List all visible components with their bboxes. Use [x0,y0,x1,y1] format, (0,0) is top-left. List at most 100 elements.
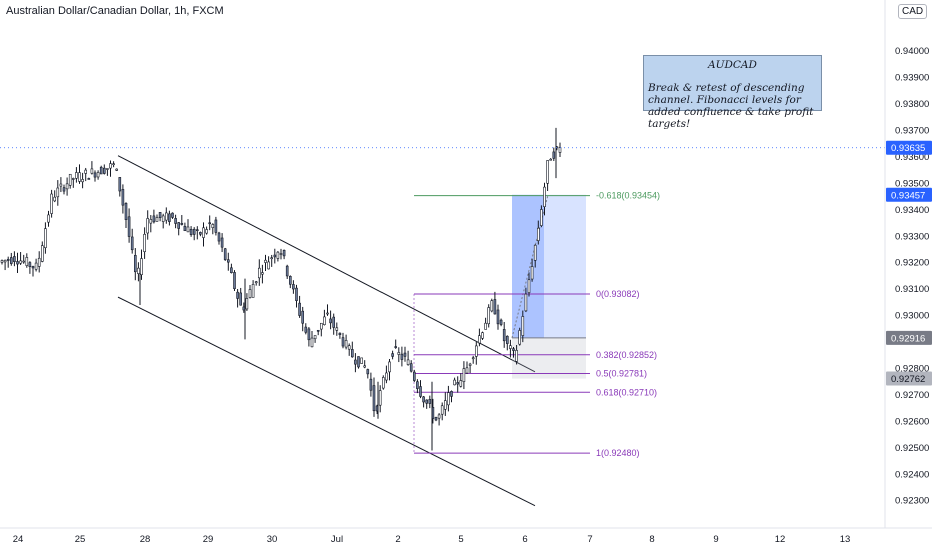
candle-body [149,219,153,224]
fib-level-label: 0.382(0.92852) [596,350,657,360]
candle-body [335,327,339,331]
candle-body [546,160,549,184]
candle-body [146,218,149,234]
candle-body [381,377,385,389]
candle-body [484,322,487,330]
candle-body [96,172,100,178]
candle-body [332,316,336,328]
price-axis[interactable]: 0.94000 0.93900 0.93800 0.93700 0.93600 0.935… [884,0,929,528]
candle-body [13,256,16,262]
price-tick-label: 0.93900 [895,73,929,84]
time-tick-label: 24 [13,534,24,545]
time-tick-label: 12 [775,534,786,545]
price-tick-label: 0.93400 [895,205,929,216]
candle-body [394,346,398,348]
candle-body [462,368,466,382]
price-tag-label: 0.93635 [891,143,925,154]
candle-body [47,214,50,223]
candle-body [459,380,463,387]
time-tick-label: 13 [840,534,851,545]
candle-body [397,352,401,355]
price-tick-label: 0.92800 [895,364,929,375]
price-tick-label: 0.93700 [895,126,929,137]
candle-body [521,316,525,336]
time-tick-label: 6 [522,534,527,545]
candle-body [391,353,394,357]
note-heading: AUDCAD [708,59,757,71]
candle-body [360,357,363,364]
candle-body [279,253,283,255]
candle-body [99,166,103,175]
candle-body [282,249,286,257]
time-tick-label: Jul [331,534,343,545]
fib-level-label: 0.618(0.92710) [596,387,657,397]
candle-body [251,284,255,298]
candle-body [217,232,221,242]
annotation-note[interactable]: AUDCAD Break & retest of descending chan… [643,55,822,130]
fibonacci-levels[interactable]: -0.618(0.93454) 0(0.93082) 0.382(0.92852) 0… [413,191,660,459]
candle-body [248,289,252,298]
time-tick-label: 7 [587,534,592,545]
time-tick-label: 5 [458,534,463,545]
candle-body [72,178,75,180]
candle-body [425,399,429,404]
price-tag-label: 0.92916 [891,333,925,344]
candle-body [443,400,447,410]
descending-channel[interactable] [117,155,536,507]
time-tick-label: 25 [75,534,86,545]
candle-body [369,378,373,391]
candle-body [165,212,168,221]
long-position-tool[interactable] [511,194,586,379]
position-path [511,194,549,338]
candle-body [344,340,348,348]
time-tick-label: 30 [267,534,278,545]
candle-body [137,267,140,274]
time-tick-label: 2 [395,534,400,545]
candle-body [223,248,227,260]
price-tags: 0.93635 0.93457 0.92916 0.92762 [886,140,932,386]
candle-body [310,337,314,348]
price-tick-label: 0.93800 [895,99,929,110]
candle-body [192,228,196,235]
candle-body [447,392,450,406]
candle-body [177,222,180,229]
price-tick-label: 0.94000 [895,46,929,57]
price-tick-label: 0.93500 [895,178,929,189]
candle-body [202,227,205,238]
time-tick-label: 8 [649,534,654,545]
candle-body [428,399,432,404]
candle-body [161,215,165,222]
price-tag-target [886,187,932,202]
candle-body [292,284,295,290]
candle-body [143,233,146,252]
candle-body [509,345,512,349]
price-tag-stop [886,371,932,386]
candle-body [134,255,137,273]
time-tick-label: 29 [203,534,214,545]
candle-body [78,172,81,182]
candle-body [59,183,63,187]
candle-body [338,332,342,335]
candle-body [155,217,159,222]
price-tick-label: 0.92700 [895,390,929,401]
candle-body [481,332,484,339]
candle-body [171,212,174,218]
time-axis[interactable]: 24 25 28 29 30 Jul 2 5 6 7 8 9 12 13 [0,527,932,545]
candle-body [186,226,190,233]
price-tick-label: 0.92400 [895,469,929,480]
candle-body [211,224,215,228]
candle-body [109,163,112,169]
candle-body [515,350,518,362]
candle-body [93,172,97,178]
profit-zone [512,194,586,338]
candle-body [189,228,193,235]
candle-body [53,196,57,202]
currency-badge[interactable]: CAD [898,4,928,19]
candle-body [319,322,323,330]
candle-body [558,147,562,153]
candle-body [456,382,460,385]
candle-body [490,300,494,312]
candle-body [363,365,367,368]
